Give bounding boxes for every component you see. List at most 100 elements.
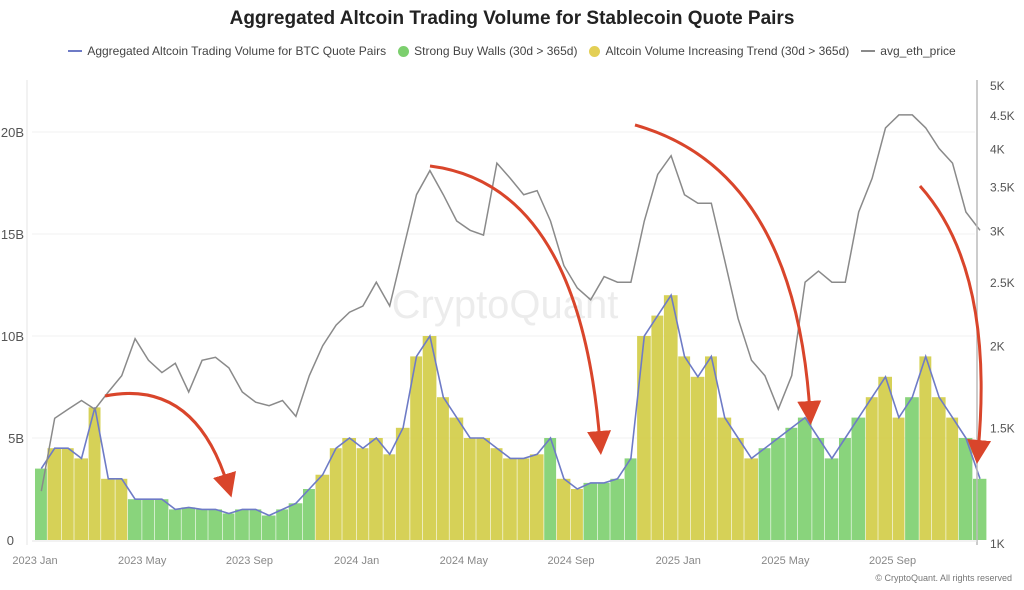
volume-bar-buy	[127, 499, 142, 540]
volume-bars	[35, 295, 987, 540]
volume-bar-buy	[851, 417, 866, 540]
volume-bar-trend	[663, 295, 678, 540]
volume-bar-trend	[315, 474, 330, 540]
volume-bar-buy	[839, 438, 851, 540]
copyright-footer: © CryptoQuant. All rights reserved	[875, 573, 1012, 583]
volume-bar-buy	[905, 397, 919, 540]
y-left-tick-label: 10B	[1, 329, 24, 344]
volume-bar-trend	[342, 438, 356, 540]
legend-item-volume-trend[interactable]: Altcoin Volume Increasing Trend (30d > 3…	[589, 44, 849, 58]
volume-bar-trend	[61, 448, 74, 540]
y-left-tick-label: 0	[7, 533, 14, 548]
volume-bar-buy	[181, 507, 196, 540]
volume-bar-trend	[101, 478, 115, 540]
volume-bar-buy	[222, 513, 235, 540]
volume-bar-trend	[517, 458, 530, 540]
volume-bar-buy	[35, 468, 47, 540]
volume-bar-trend	[651, 315, 664, 540]
volume-bar-trend	[115, 478, 128, 540]
volume-bar-trend	[892, 417, 905, 540]
volume-bar-buy	[597, 482, 610, 540]
volume-bar-trend	[637, 336, 651, 540]
volume-bar-trend	[946, 417, 959, 540]
trend-arrow-1	[104, 391, 236, 498]
y-right-tick-label: 1K	[990, 537, 1005, 551]
y-right-tick-label: 3.5K	[990, 180, 1015, 194]
y-right-tick-label: 4.5K	[990, 109, 1015, 123]
y-right-tick-label: 4K	[990, 142, 1005, 156]
volume-bar-buy	[624, 458, 637, 540]
legend-label: Aggregated Altcoin Trading Volume for BT…	[87, 44, 387, 58]
volume-bar-buy	[824, 458, 839, 540]
volume-bar-buy	[235, 509, 249, 540]
volume-bar-trend	[422, 336, 437, 540]
chart-title: Aggregated Altcoin Trading Volume for St…	[229, 8, 795, 29]
volume-bar-trend	[529, 454, 544, 540]
legend-item-eth-price[interactable]: avg_eth_price	[861, 44, 956, 58]
x-tick-label: 2023 Jan	[12, 555, 57, 567]
volume-bar-trend	[744, 458, 758, 540]
volume-bar-trend	[490, 448, 503, 540]
volume-bar-buy	[812, 438, 825, 540]
volume-bar-trend	[88, 407, 101, 540]
x-tick-label: 2023 May	[118, 555, 167, 567]
watermark-logo: CryptoQuant	[392, 283, 619, 327]
volume-bar-buy	[276, 509, 289, 540]
volume-bar-trend	[463, 438, 476, 540]
volume-bar-buy	[973, 478, 987, 540]
volume-bar-trend	[369, 438, 383, 540]
volume-bar-trend	[919, 356, 932, 540]
x-tick-label: 2024 Jan	[334, 555, 379, 567]
volume-bar-buy	[758, 448, 771, 540]
line-swatch-icon	[861, 50, 876, 52]
volume-bar-trend	[690, 376, 705, 540]
volume-bar-trend	[74, 458, 88, 540]
volume-bar-trend	[865, 397, 878, 540]
volume-bar-buy	[195, 509, 208, 540]
y-right-tick-label: 3K	[990, 224, 1005, 238]
volume-bar-trend	[476, 438, 490, 540]
annotation-arrows	[104, 123, 992, 498]
legend-item-btc-volume[interactable]: Aggregated Altcoin Trading Volume for BT…	[68, 44, 386, 58]
volume-bar-trend	[571, 489, 583, 540]
volume-bar-buy	[583, 482, 598, 540]
volume-bar-buy	[249, 509, 262, 540]
volume-bar-buy	[771, 438, 785, 540]
legend-label: Strong Buy Walls (30d > 365d)	[414, 44, 578, 58]
volume-bar-buy	[785, 427, 798, 540]
trend-arrow-2	[429, 164, 612, 455]
x-tick-label: 2025 Jan	[656, 555, 701, 567]
volume-bar-trend	[705, 356, 717, 540]
axes: 0 5B 10B 15B 20B 1K 1.5K 2K 2.5K 3K 3.5K 4K 4.5K 5K 20…	[1, 79, 1015, 567]
volume-bar-buy	[797, 417, 812, 540]
y-left-tick-label: 5B	[8, 431, 24, 446]
y-left-tick-label: 20B	[1, 125, 24, 140]
volume-bar-buy	[142, 499, 155, 540]
volume-bar-trend	[878, 376, 892, 540]
trend-arrow-4	[918, 185, 992, 464]
volume-bar-trend	[731, 438, 744, 540]
volume-bar-buy	[154, 499, 169, 540]
y-right-tick-label: 1.5K	[990, 422, 1015, 436]
volume-bar-trend	[395, 427, 410, 540]
volume-bar-trend	[931, 397, 946, 540]
x-tick-label: 2025 May	[761, 555, 810, 567]
y-right-tick-label: 2.5K	[990, 276, 1015, 290]
y-right-tick-label: 5K	[990, 79, 1005, 93]
x-tick-label: 2024 May	[440, 555, 489, 567]
volume-bar-buy	[544, 438, 557, 540]
x-tick-label: 2024 Sep	[547, 555, 594, 567]
legend-item-strong-buy-walls[interactable]: Strong Buy Walls (30d > 365d)	[398, 44, 577, 58]
legend-label: avg_eth_price	[880, 44, 956, 58]
volume-bar-trend	[329, 448, 342, 540]
volume-bar-trend	[503, 458, 517, 540]
volume-bar-buy	[208, 509, 222, 540]
y-left-tick-label: 15B	[1, 227, 24, 242]
volume-bar-trend	[449, 417, 464, 540]
dot-swatch-icon	[589, 45, 601, 57]
volume-bar-trend	[437, 397, 449, 540]
y-right-tick-label: 2K	[990, 340, 1005, 354]
volume-bar-trend	[556, 478, 571, 540]
trend-arrow-3	[634, 123, 822, 425]
